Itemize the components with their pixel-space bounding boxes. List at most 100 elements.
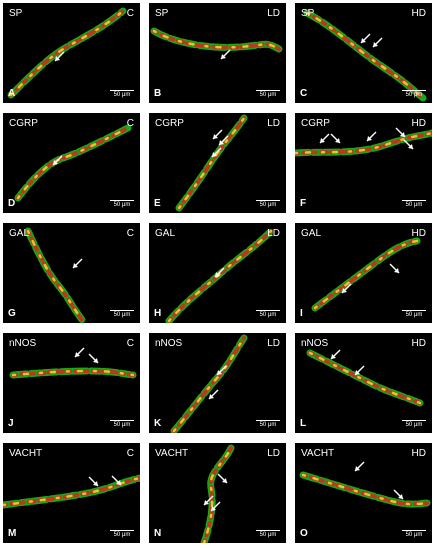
- group-label: C: [126, 448, 134, 459]
- arrow-icon: [74, 347, 85, 358]
- panel-letter: E: [154, 198, 161, 209]
- scale-bar-label: 50 μm: [259, 92, 277, 98]
- arrow-icon: [88, 353, 99, 364]
- scale-bar-icon: [402, 530, 426, 531]
- arrow-icon: [212, 129, 223, 140]
- micrograph-panel-m: VACHT C M 50 μm: [3, 443, 140, 543]
- micrograph-panel-g: GAL C G 50 μm: [3, 223, 140, 323]
- panel-letter: H: [154, 308, 162, 319]
- micrograph-panel-k: nNOS LD K 50 μm: [149, 333, 286, 433]
- scale-bar-label: 50 μm: [405, 312, 423, 318]
- micrograph-panel-e: CGRP LD E 50 μm: [149, 113, 286, 213]
- scale-bar: 50 μm: [402, 530, 426, 539]
- arrow-icon: [210, 501, 221, 512]
- group-label: C: [126, 118, 134, 129]
- scale-bar-label: 50 μm: [259, 202, 277, 208]
- arrow-icon: [211, 147, 222, 158]
- scale-bar-icon: [256, 420, 280, 421]
- group-label: LD: [267, 8, 280, 19]
- scale-bar: 50 μm: [256, 530, 280, 539]
- panel-letter: L: [300, 418, 307, 429]
- fiber-image: [303, 9, 427, 102]
- panel-letter: F: [300, 198, 307, 209]
- scale-bar-icon: [402, 310, 426, 311]
- arrow-icon: [330, 133, 341, 144]
- scale-bar-icon: [110, 530, 134, 531]
- micrograph-panel-b: SP LD B 50 μm: [149, 3, 286, 103]
- micrograph-panel-n: VACHT LD N 50 μm: [149, 443, 286, 543]
- marker-label: CGRP: [9, 118, 38, 129]
- scale-bar: 50 μm: [110, 90, 134, 99]
- panel-letter: G: [8, 308, 16, 319]
- scale-bar-icon: [402, 200, 426, 201]
- panel-letter: O: [300, 528, 308, 539]
- group-label: HD: [411, 228, 426, 239]
- scale-bar-label: 50 μm: [259, 312, 277, 318]
- group-label: HD: [411, 448, 426, 459]
- group-label: LD: [267, 118, 280, 129]
- scale-bar: 50 μm: [256, 310, 280, 319]
- arrow-icon: [111, 475, 122, 486]
- marker-label: CGRP: [155, 118, 184, 129]
- marker-label: nNOS: [301, 338, 329, 349]
- marker-label: VACHT: [9, 448, 43, 459]
- scale-bar-label: 50 μm: [405, 422, 423, 428]
- scale-bar-icon: [110, 420, 134, 421]
- scale-bar: 50 μm: [402, 420, 426, 429]
- fiber-image: [7, 7, 127, 99]
- panel-letter: M: [8, 528, 17, 539]
- scale-bar: 50 μm: [110, 530, 134, 539]
- arrow-icon: [52, 155, 63, 166]
- marker-label: GAL: [301, 228, 322, 239]
- scale-bar: 50 μm: [256, 200, 280, 209]
- panel-letter: N: [154, 528, 162, 539]
- arrow-icon: [393, 489, 404, 500]
- panel-letter: I: [300, 308, 303, 319]
- fiber-image: [24, 227, 87, 323]
- scale-bar: 50 μm: [402, 200, 426, 209]
- fiber-image: [175, 114, 248, 212]
- group-label: HD: [411, 118, 426, 129]
- micrograph-panel-o: VACHT HD O 50 μm: [295, 443, 432, 543]
- fiber-image: [14, 124, 132, 202]
- scale-bar-icon: [256, 200, 280, 201]
- arrow-icon: [54, 51, 65, 62]
- marker-label: CGRP: [301, 118, 330, 129]
- arrow-icon: [341, 283, 352, 294]
- panel-letter: D: [8, 198, 16, 209]
- scale-bar-label: 50 μm: [259, 422, 277, 428]
- scale-bar: 50 μm: [110, 310, 134, 319]
- scale-bar-label: 50 μm: [405, 202, 423, 208]
- marker-label: VACHT: [155, 448, 189, 459]
- arrow-icon: [72, 258, 83, 269]
- scale-bar-icon: [110, 310, 134, 311]
- arrow-icon: [214, 267, 225, 278]
- micrograph-panel-d: CGRP C D 50 μm: [3, 113, 140, 213]
- arrow-icon: [354, 461, 365, 472]
- panel-letter: B: [154, 88, 162, 99]
- scale-bar-icon: [402, 90, 426, 91]
- micrograph-panel-l: nNOS HD L 50 μm: [295, 333, 432, 433]
- arrow-icon: [403, 139, 414, 150]
- scale-bar-icon: [110, 90, 134, 91]
- micrograph-panel-i: GAL HD I 50 μm: [295, 223, 432, 323]
- arrow-icon: [319, 133, 330, 144]
- scale-bar: 50 μm: [402, 310, 426, 319]
- scale-bar: 50 μm: [256, 90, 280, 99]
- group-label: HD: [411, 338, 426, 349]
- group-label: C: [126, 228, 134, 239]
- scale-bar-icon: [110, 200, 134, 201]
- arrow-icon: [203, 495, 214, 506]
- scale-bar: 50 μm: [110, 420, 134, 429]
- arrow-icon: [220, 49, 231, 60]
- panel-letter: K: [154, 418, 162, 429]
- arrow-icon: [360, 33, 371, 44]
- scale-bar-label: 50 μm: [259, 532, 277, 538]
- scale-bar-label: 50 μm: [405, 92, 423, 98]
- fiber-image: [295, 127, 432, 157]
- arrow-icon: [372, 37, 383, 48]
- panel-letter: C: [300, 88, 308, 99]
- scale-bar-icon: [256, 530, 280, 531]
- marker-label: GAL: [9, 228, 30, 239]
- fiber-image: [9, 347, 137, 379]
